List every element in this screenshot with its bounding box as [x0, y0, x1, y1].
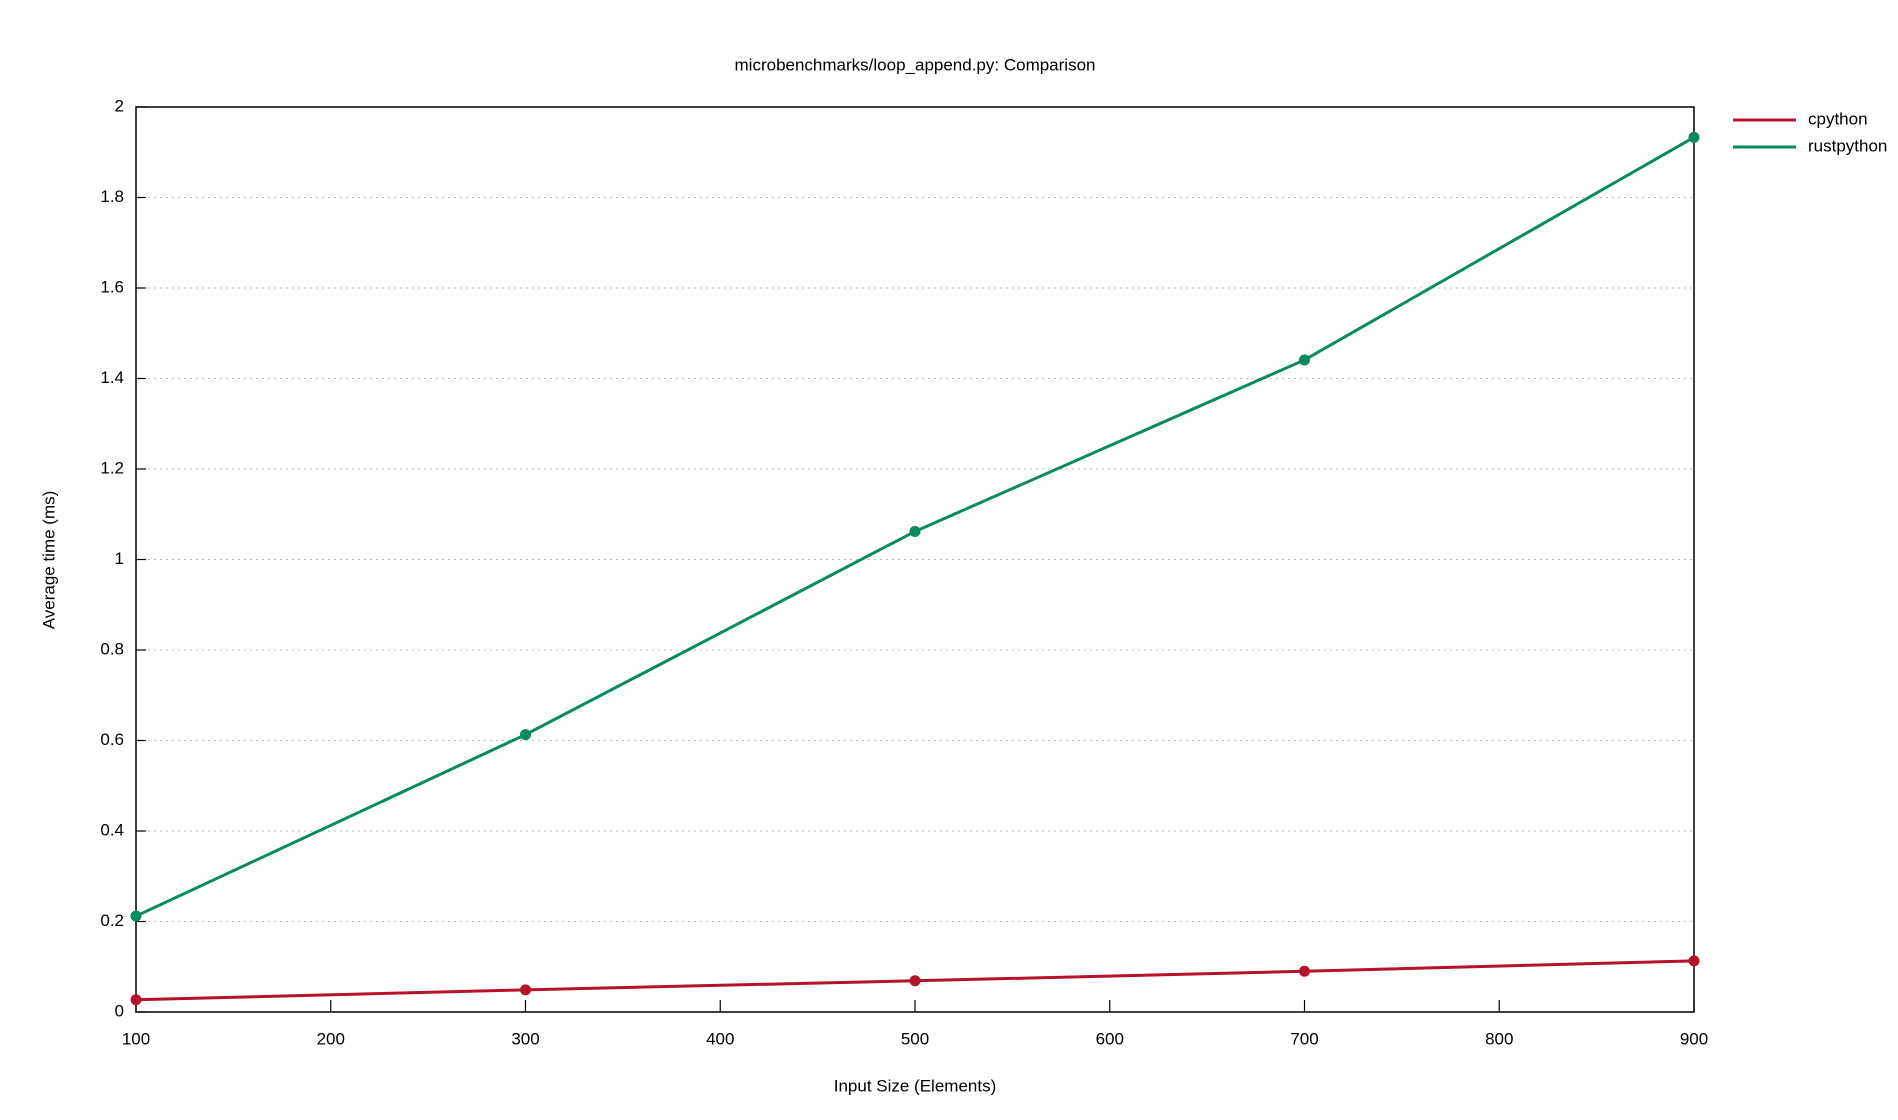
y-axis-label: Average time (ms)	[39, 491, 58, 630]
y-tick-label: 2	[115, 96, 124, 115]
data-point	[1688, 131, 1700, 143]
data-point	[1299, 965, 1310, 977]
x-tick-label: 200	[317, 1029, 345, 1048]
y-tick-label: 0	[115, 1001, 124, 1020]
y-tick-label: 1.6	[100, 277, 124, 296]
legend-label: cpython	[1808, 109, 1868, 128]
x-tick-label: 400	[706, 1029, 734, 1048]
y-tick-label: 1.4	[100, 368, 124, 387]
data-point	[909, 975, 921, 987]
x-axis-label: Input Size (Elements)	[834, 1076, 997, 1095]
data-point	[130, 994, 142, 1006]
x-tick-label: 600	[1096, 1029, 1124, 1048]
x-tick-label: 800	[1485, 1029, 1513, 1048]
x-tick-label: 300	[511, 1029, 539, 1048]
chart-title: microbenchmarks/loop_append.py: Comparis…	[735, 55, 1096, 74]
x-tick-label: 700	[1290, 1029, 1318, 1048]
data-point	[130, 910, 142, 922]
x-tick-label: 500	[901, 1029, 929, 1048]
y-tick-label: 0.4	[100, 820, 124, 839]
data-point	[520, 729, 531, 741]
x-tick-label: 900	[1680, 1029, 1708, 1048]
y-tick-label: 1.8	[100, 187, 124, 206]
data-point	[1299, 354, 1310, 366]
data-point	[1688, 955, 1700, 967]
data-point	[909, 525, 921, 537]
y-tick-label: 1.2	[100, 458, 124, 477]
plot-frame	[135, 106, 1695, 1013]
y-tick-label: 0.2	[100, 911, 124, 930]
y-tick-label: 1	[115, 549, 124, 568]
x-tick-label: 100	[122, 1029, 150, 1048]
legend-label: rustpython	[1808, 136, 1887, 155]
data-point	[520, 984, 531, 996]
y-tick-label: 0.6	[100, 730, 124, 749]
y-tick-label: 0.8	[100, 639, 124, 658]
